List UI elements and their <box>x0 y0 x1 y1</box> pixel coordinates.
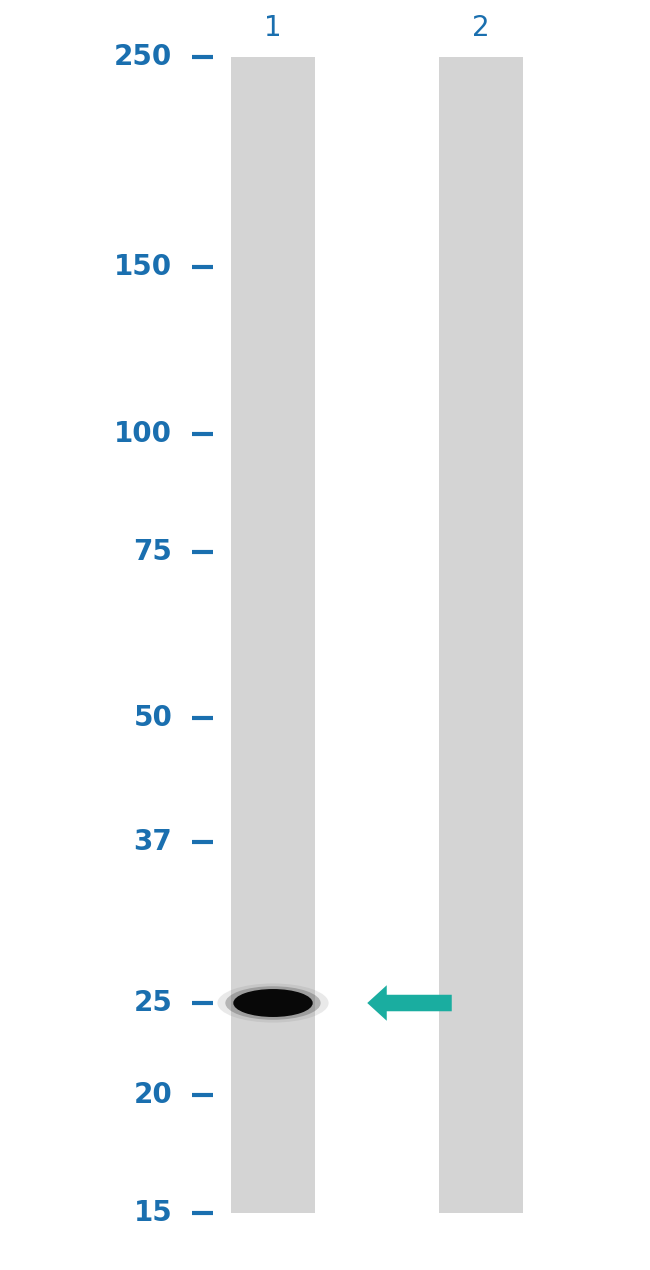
Text: 37: 37 <box>133 828 172 856</box>
Text: 250: 250 <box>114 43 172 71</box>
Text: 150: 150 <box>114 253 172 281</box>
Text: 2: 2 <box>472 14 490 42</box>
Text: 25: 25 <box>133 989 172 1017</box>
Ellipse shape <box>233 989 313 1017</box>
Bar <box>231 57 315 1213</box>
Text: 50: 50 <box>133 705 172 733</box>
Ellipse shape <box>217 983 329 1022</box>
Text: 75: 75 <box>133 537 172 565</box>
Text: 100: 100 <box>114 419 172 447</box>
Text: 15: 15 <box>133 1199 172 1227</box>
Text: 1: 1 <box>264 14 282 42</box>
Ellipse shape <box>226 987 320 1020</box>
FancyArrow shape <box>367 986 452 1021</box>
Text: 20: 20 <box>133 1081 172 1109</box>
Bar <box>439 57 523 1213</box>
